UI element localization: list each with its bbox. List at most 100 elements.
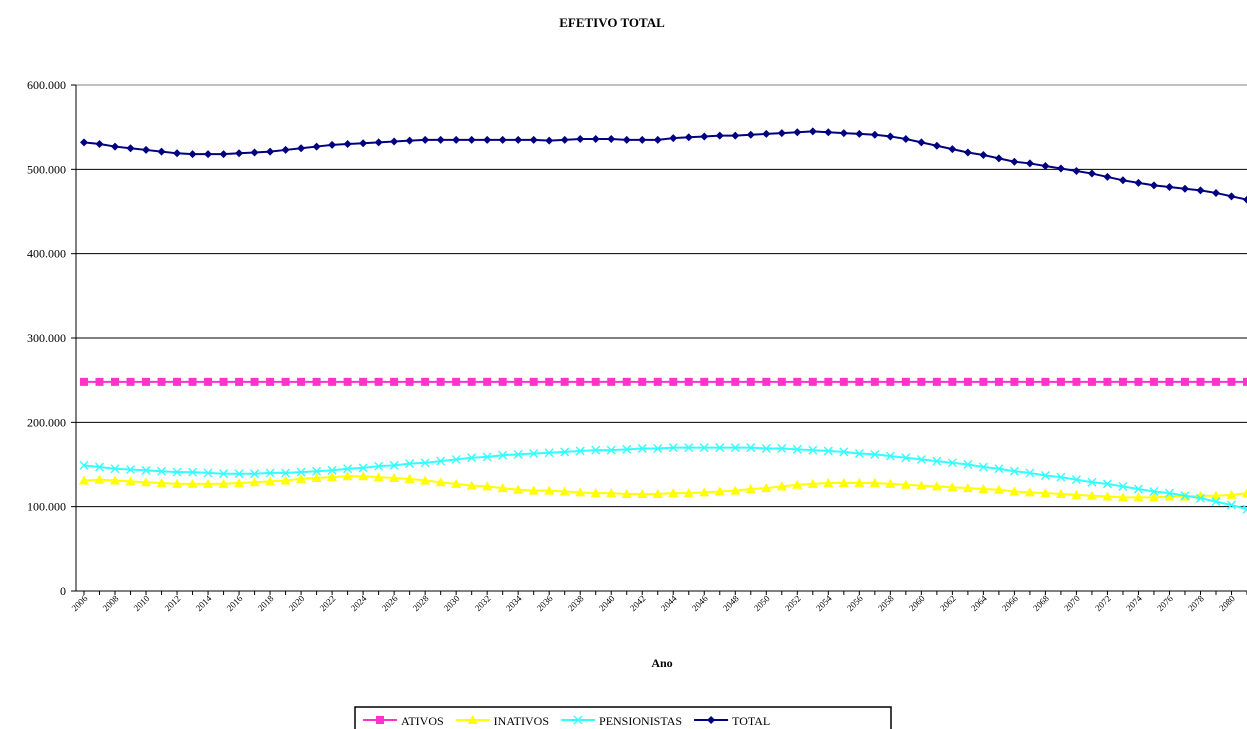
data-point-stroke: [1211, 497, 1221, 507]
x-tick-label: 2012: [163, 593, 183, 613]
data-point-stroke: [188, 467, 198, 477]
data-point: [451, 478, 462, 488]
data-point: [777, 443, 787, 453]
data-point: [838, 478, 849, 488]
data-point: [637, 489, 648, 499]
data-point-stroke: [963, 460, 973, 469]
data-point: [358, 471, 369, 481]
data-point: [715, 377, 724, 386]
x-tick-label: 2040: [597, 593, 617, 613]
data-point: [870, 377, 879, 386]
data-point-stroke: [746, 443, 756, 453]
series-inativos: [79, 471, 1247, 502]
data-point-stroke: [1242, 504, 1247, 511]
data-point: [328, 377, 337, 386]
data-point: [482, 481, 493, 491]
data-point: [994, 464, 1004, 474]
data-point: [653, 443, 663, 453]
x-tick-label: 2064: [969, 593, 989, 613]
data-point: [1133, 492, 1144, 502]
data-point: [436, 377, 445, 386]
data-point: [731, 131, 740, 140]
data-point: [312, 466, 322, 476]
data-point: [498, 377, 507, 386]
data-point: [576, 134, 585, 143]
data-point: [560, 135, 569, 144]
data-point: [467, 377, 476, 386]
data-point: [404, 473, 415, 483]
data-point-stroke: [560, 447, 570, 457]
data-point: [342, 471, 353, 481]
data-point: [606, 445, 616, 455]
data-point: [359, 139, 368, 148]
data-point-stroke: [95, 462, 105, 472]
data-point: [963, 460, 973, 469]
data-point: [559, 486, 570, 496]
data-point-stroke: [529, 449, 539, 459]
data-point: [173, 149, 182, 158]
data-point: [707, 716, 716, 724]
data-point: [1180, 184, 1189, 193]
series-line-pensionistas: [83, 446, 1247, 511]
data-point: [528, 485, 539, 495]
data-point: [746, 130, 755, 139]
chart-title: EFETIVO TOTAL: [559, 15, 665, 30]
data-point-stroke: [1056, 472, 1066, 482]
data-point: [1211, 377, 1220, 386]
data-point: [1118, 176, 1127, 185]
data-point: [141, 465, 151, 475]
data-point-stroke: [777, 443, 787, 453]
data-point: [1195, 493, 1205, 503]
data-point-stroke: [823, 446, 833, 456]
data-point: [932, 377, 941, 386]
x-tick-label: 2050: [752, 593, 772, 613]
y-tick-label: 600.000: [27, 78, 66, 92]
data-point: [1103, 377, 1112, 386]
data-point: [374, 377, 383, 386]
x-tick-label: 2032: [473, 593, 493, 613]
data-point-stroke: [312, 466, 322, 476]
x-tick-label: 2076: [1155, 593, 1175, 613]
data-point: [1087, 377, 1096, 386]
data-point-stroke: [839, 447, 849, 457]
data-point: [204, 150, 213, 159]
x-tick-label: 2028: [411, 593, 431, 613]
data-point: [142, 377, 151, 386]
data-point: [405, 377, 414, 386]
data-point: [266, 147, 275, 156]
data-point-stroke: [544, 448, 554, 458]
data-point-stroke: [1102, 479, 1112, 489]
data-point-stroke: [234, 469, 244, 479]
series-line-total: [83, 130, 1247, 201]
data-point-stroke: [467, 453, 477, 463]
data-point-stroke: [265, 468, 275, 478]
x-tick-label: 2072: [1093, 593, 1113, 613]
legend-item-ativos: ATIVOS: [363, 714, 444, 728]
data-point: [514, 135, 523, 144]
data-point: [1243, 377, 1247, 386]
data-point: [1149, 486, 1159, 496]
data-point: [560, 447, 570, 457]
data-point: [638, 135, 647, 144]
data-point-stroke: [730, 443, 740, 453]
data-point: [1056, 164, 1065, 173]
x-axis-title: Ano: [651, 656, 672, 670]
series-line-inativos: [83, 475, 1247, 499]
y-tick-label: 400.000: [27, 247, 66, 261]
data-point: [1118, 377, 1127, 386]
data-point: [1243, 195, 1247, 204]
data-point-stroke: [126, 465, 136, 475]
data-point: [653, 377, 662, 386]
data-point: [1210, 490, 1221, 500]
data-point: [700, 132, 709, 141]
data-point-stroke: [1149, 486, 1159, 496]
x-tick-label: 2054: [814, 593, 834, 613]
data-point-stroke: [327, 465, 337, 475]
data-point: [979, 377, 988, 386]
data-point: [576, 377, 585, 386]
data-point: [1118, 481, 1128, 491]
data-point: [932, 456, 942, 466]
data-point: [218, 478, 229, 488]
data-point: [870, 449, 880, 459]
data-point: [111, 142, 120, 151]
